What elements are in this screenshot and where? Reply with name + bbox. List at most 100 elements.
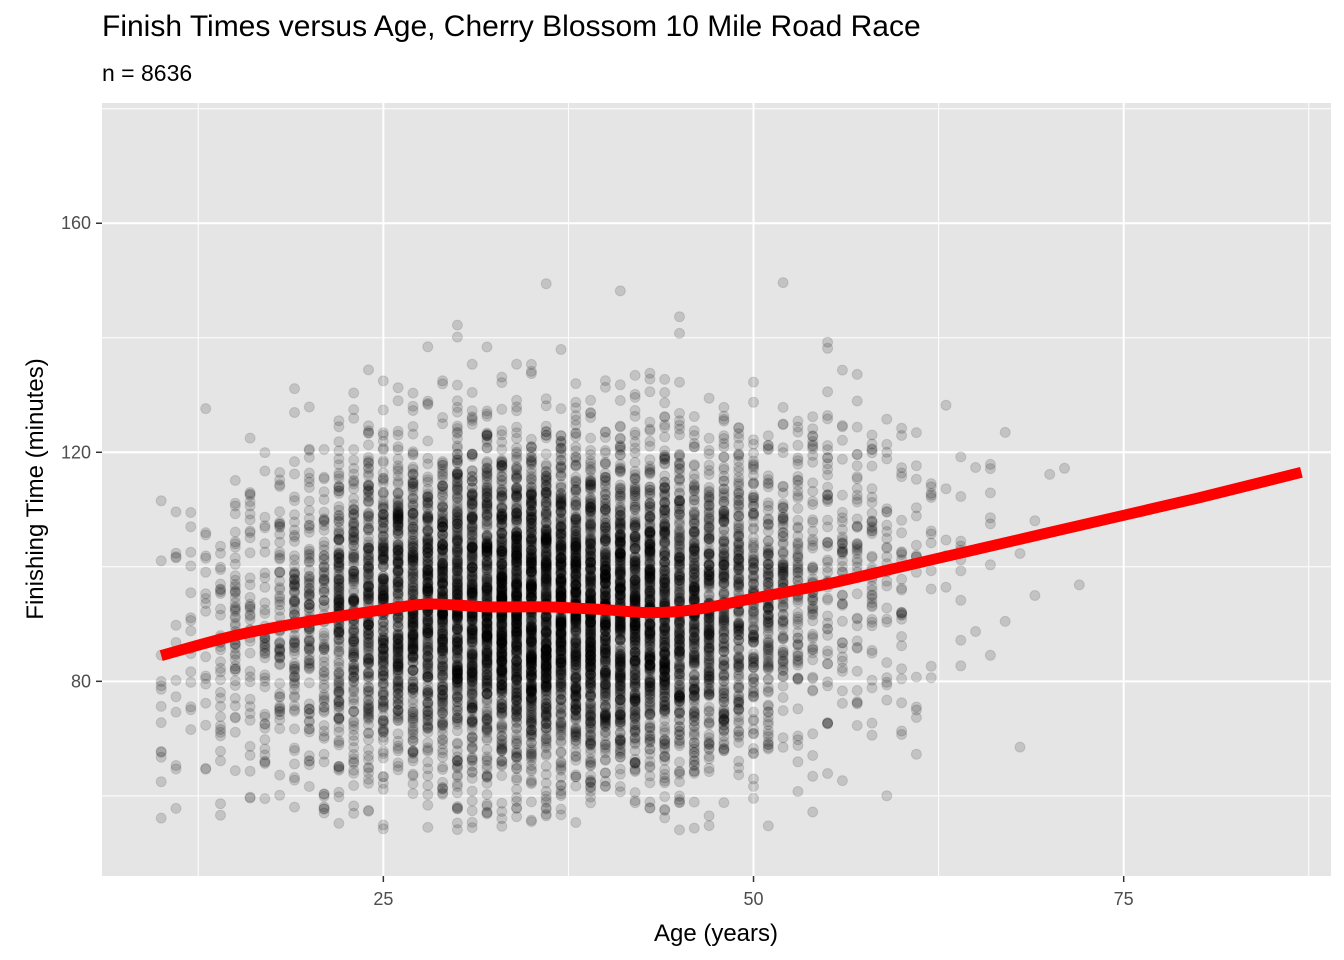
data-point [925, 478, 937, 490]
data-point [733, 546, 745, 558]
data-point [718, 660, 730, 672]
data-point [170, 691, 182, 703]
data-point [777, 547, 789, 559]
data-point [333, 641, 345, 653]
data-point [525, 814, 537, 826]
data-point [525, 511, 537, 523]
data-point [289, 598, 300, 610]
data-point [363, 804, 374, 816]
data-point [377, 592, 389, 604]
data-point [555, 403, 567, 415]
data-point [599, 619, 611, 631]
data-point [540, 802, 552, 814]
data-point [733, 654, 745, 666]
data-point [940, 581, 952, 593]
data-point [511, 625, 523, 637]
data-point [674, 706, 685, 718]
data-point [274, 769, 286, 781]
data-point [377, 726, 389, 738]
data-point [185, 676, 197, 688]
data-point [881, 790, 893, 802]
data-point [688, 441, 700, 453]
data-point [451, 528, 463, 540]
data-point [674, 555, 685, 567]
data-point [466, 387, 478, 398]
data-point [659, 528, 671, 540]
data-point [466, 529, 478, 541]
data-point [437, 565, 449, 577]
data-point [259, 734, 271, 746]
data-point [259, 447, 271, 459]
data-point [540, 740, 552, 752]
data-point [363, 654, 374, 666]
data-point [910, 704, 922, 716]
data-point [762, 577, 774, 589]
data-point [451, 543, 463, 555]
data-point [851, 698, 863, 710]
data-point [318, 444, 330, 455]
data-point [303, 476, 315, 488]
data-point [392, 382, 404, 394]
data-point [348, 584, 360, 596]
data-point [525, 659, 537, 671]
data-point [585, 501, 597, 513]
data-point [318, 627, 330, 639]
data-point [777, 692, 789, 703]
data-point [896, 697, 908, 709]
data-point [540, 638, 552, 650]
data-point [540, 660, 552, 672]
data-point [896, 640, 908, 652]
data-point [570, 588, 582, 600]
data-point [229, 765, 241, 777]
data-point [866, 613, 878, 625]
data-point [200, 651, 212, 663]
data-point [392, 550, 404, 562]
data-point [540, 580, 552, 592]
data-point [318, 725, 330, 737]
data-point [229, 618, 241, 629]
data-point [599, 560, 611, 572]
data-point [910, 748, 922, 760]
data-point [674, 646, 685, 658]
data-point [629, 797, 641, 809]
data-point [229, 552, 241, 564]
data-point [570, 698, 582, 710]
data-point [215, 666, 226, 678]
data-point [540, 460, 552, 472]
data-point [185, 521, 197, 533]
data-point [200, 697, 212, 709]
data-point [629, 659, 641, 671]
data-point [674, 659, 685, 671]
data-point [807, 561, 819, 573]
data-point [614, 714, 626, 726]
data-point [866, 460, 878, 472]
data-point [525, 716, 537, 728]
data-point [289, 774, 300, 786]
data-point [570, 495, 582, 507]
data-point [629, 426, 641, 438]
data-point [481, 503, 493, 515]
data-point [407, 630, 419, 642]
data-point [422, 799, 434, 811]
data-point [200, 719, 212, 731]
data-point [540, 718, 552, 729]
data-point [955, 451, 967, 463]
data-point [644, 677, 656, 689]
data-point [392, 519, 404, 531]
data-point [540, 448, 552, 460]
data-point [437, 641, 449, 653]
data-point [792, 756, 804, 768]
data-point [481, 627, 493, 639]
data-point [496, 377, 508, 389]
data-point [289, 573, 300, 585]
data-point [422, 630, 434, 642]
data-point [748, 706, 759, 718]
data-point [629, 710, 641, 722]
data-point [215, 609, 226, 621]
data-point [466, 702, 478, 714]
data-point [170, 506, 182, 518]
data-point [851, 685, 863, 696]
data-point [555, 629, 567, 641]
data-point [703, 665, 715, 677]
data-point [259, 581, 271, 593]
